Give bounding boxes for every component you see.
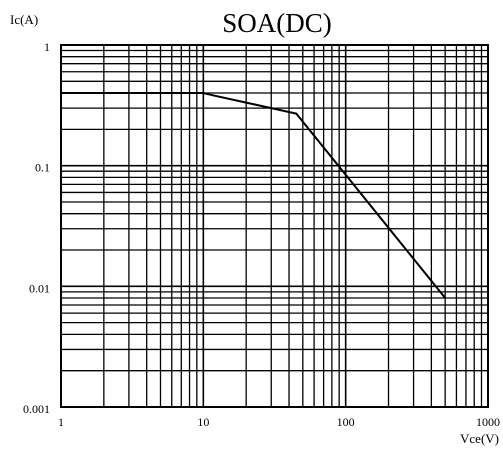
x-axis-label: Vce(V) xyxy=(460,431,499,446)
soa-curve xyxy=(61,92,446,299)
y-tick-label: 0.001 xyxy=(23,402,50,416)
x-tick-label: 1000 xyxy=(476,415,500,429)
chart-title: SOA(DC) xyxy=(222,8,332,38)
x-tick-label: 100 xyxy=(337,415,355,429)
y-tick-label: 1 xyxy=(44,40,50,54)
grid xyxy=(60,45,488,408)
y-tick-label: 0.1 xyxy=(35,161,50,175)
series-layer xyxy=(61,92,446,299)
x-tick-label: 10 xyxy=(197,415,209,429)
y-axis-label: Ic(A) xyxy=(10,12,38,27)
y-tick-label: 0.01 xyxy=(29,281,50,295)
x-tick-label: 1 xyxy=(58,415,64,429)
tick-labels: 1 10 100 1000 1 0.1 0.01 0.001 xyxy=(23,40,500,429)
plot-frame xyxy=(60,44,489,408)
